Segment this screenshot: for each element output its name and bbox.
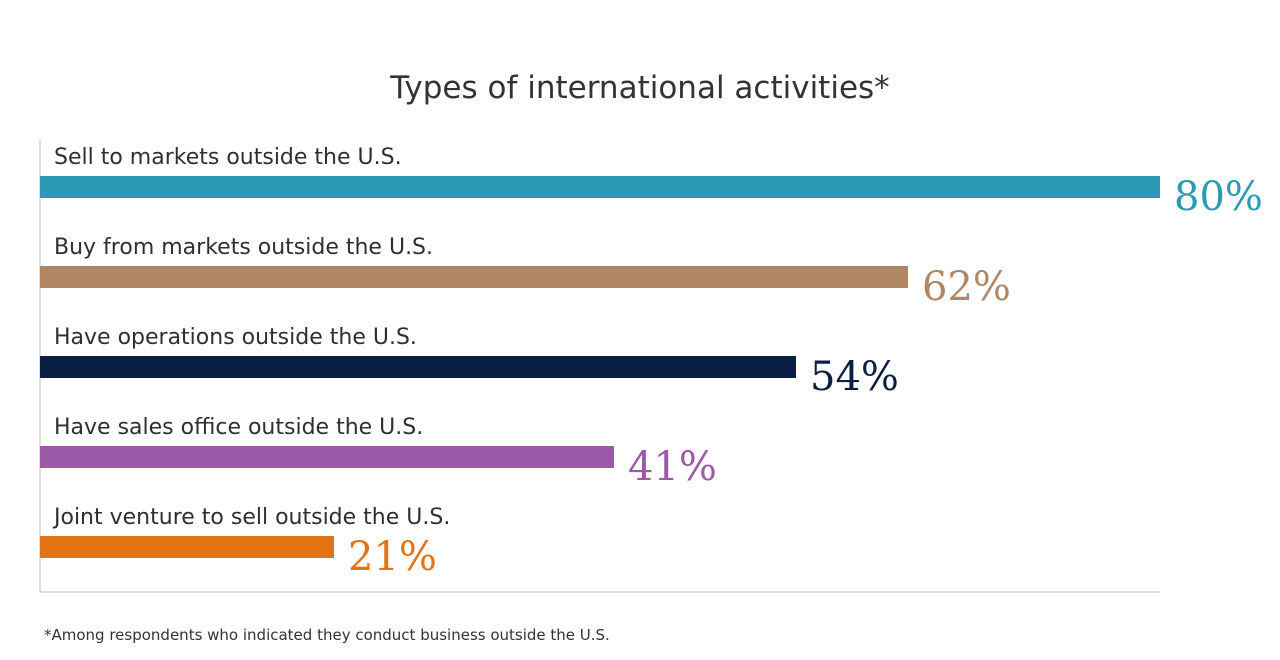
value-label: 54% <box>810 354 899 400</box>
bar <box>40 356 796 378</box>
bar <box>40 266 908 288</box>
bar <box>40 176 1160 198</box>
value-label: 80% <box>1174 174 1263 220</box>
value-label: 41% <box>628 444 717 490</box>
category-label: Joint venture to sell outside the U.S. <box>52 505 450 530</box>
bars-group: Sell to markets outside the U.S. 80% Buy f… <box>40 145 1263 580</box>
category-label: Have sales office outside the U.S. <box>54 415 423 440</box>
category-label: Have operations outside the U.S. <box>54 325 417 350</box>
footnote: *Among respondents who indicated they co… <box>44 626 610 644</box>
bar <box>40 536 334 558</box>
category-label: Sell to markets outside the U.S. <box>54 145 402 170</box>
bar <box>40 446 614 468</box>
value-label: 62% <box>922 264 1011 310</box>
category-label: Buy from markets outside the U.S. <box>54 235 433 260</box>
chart-title: Types of international activities* <box>389 70 889 106</box>
value-label: 21% <box>348 534 437 580</box>
